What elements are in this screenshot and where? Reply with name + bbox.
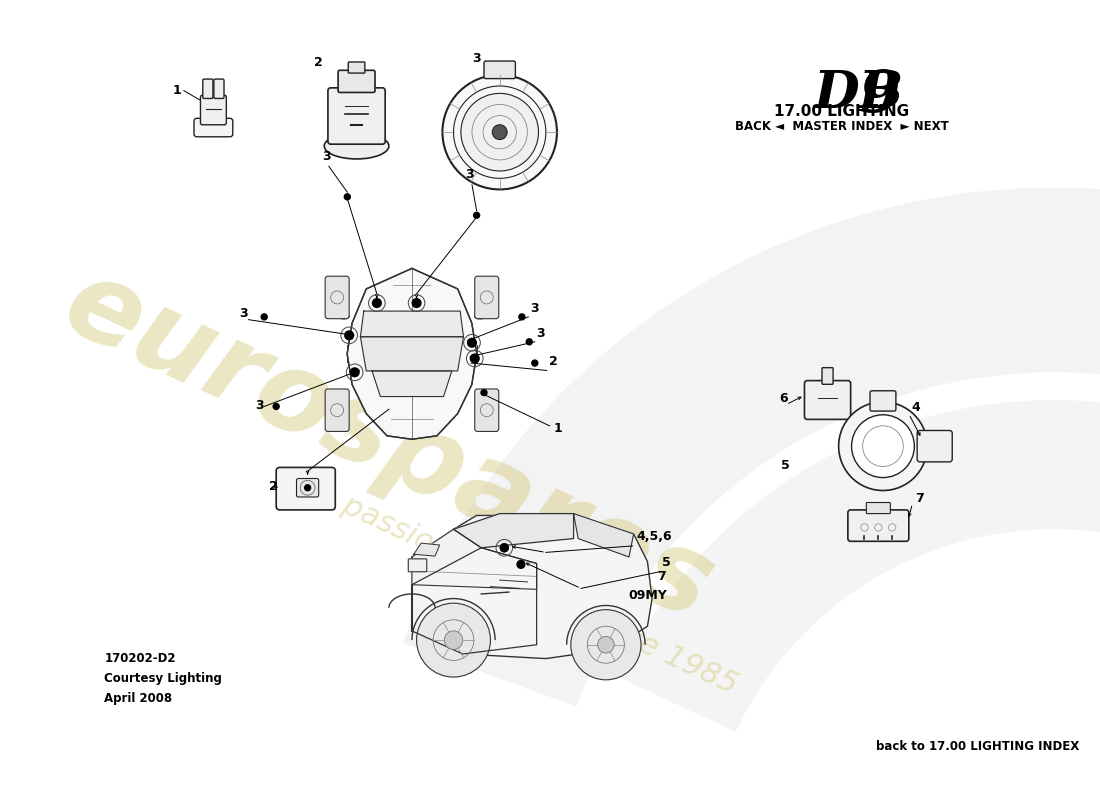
FancyBboxPatch shape <box>349 62 365 73</box>
Text: 17.00 LIGHTING: 17.00 LIGHTING <box>773 105 909 119</box>
Circle shape <box>481 389 487 396</box>
Text: 3: 3 <box>472 52 481 65</box>
Circle shape <box>261 313 268 321</box>
Text: 7: 7 <box>657 570 665 583</box>
Text: 2: 2 <box>315 57 323 70</box>
Text: 4,5,6: 4,5,6 <box>637 530 672 543</box>
Circle shape <box>526 338 532 346</box>
Text: 3: 3 <box>322 150 331 163</box>
Circle shape <box>851 414 914 478</box>
Polygon shape <box>573 514 634 557</box>
Polygon shape <box>348 268 476 439</box>
Ellipse shape <box>324 133 389 159</box>
Circle shape <box>461 94 539 171</box>
Text: 1: 1 <box>553 422 562 435</box>
Circle shape <box>493 125 507 139</box>
FancyBboxPatch shape <box>276 467 336 510</box>
Text: 1: 1 <box>172 84 180 97</box>
Polygon shape <box>618 400 1100 732</box>
FancyBboxPatch shape <box>867 502 890 514</box>
Text: a passion for parts since 1985: a passion for parts since 1985 <box>312 478 742 700</box>
Polygon shape <box>361 337 463 371</box>
Text: 7: 7 <box>915 491 924 505</box>
Polygon shape <box>414 543 440 556</box>
Ellipse shape <box>474 314 486 319</box>
Circle shape <box>470 354 480 363</box>
Circle shape <box>597 637 614 653</box>
FancyBboxPatch shape <box>328 88 385 144</box>
Polygon shape <box>412 515 652 658</box>
FancyBboxPatch shape <box>326 276 349 318</box>
Circle shape <box>516 560 526 569</box>
FancyBboxPatch shape <box>194 118 233 137</box>
Circle shape <box>344 330 354 341</box>
FancyBboxPatch shape <box>870 390 895 411</box>
Text: 5: 5 <box>662 556 671 570</box>
FancyBboxPatch shape <box>848 510 909 542</box>
FancyBboxPatch shape <box>202 79 213 98</box>
Polygon shape <box>412 548 537 654</box>
Circle shape <box>499 543 509 552</box>
Text: 2: 2 <box>268 479 277 493</box>
Text: DB: DB <box>814 67 904 118</box>
Circle shape <box>442 75 557 190</box>
Circle shape <box>343 193 351 201</box>
Circle shape <box>411 298 421 308</box>
Polygon shape <box>372 371 452 397</box>
Circle shape <box>417 603 491 677</box>
FancyBboxPatch shape <box>338 70 375 93</box>
Ellipse shape <box>339 314 350 319</box>
FancyBboxPatch shape <box>475 389 498 431</box>
Text: back to 17.00 LIGHTING INDEX: back to 17.00 LIGHTING INDEX <box>877 740 1080 753</box>
Text: 3: 3 <box>240 307 248 320</box>
Polygon shape <box>453 514 573 548</box>
Text: 3: 3 <box>255 399 264 412</box>
Circle shape <box>473 211 481 219</box>
Circle shape <box>372 298 382 308</box>
FancyBboxPatch shape <box>804 381 850 419</box>
Circle shape <box>304 484 311 491</box>
FancyBboxPatch shape <box>822 368 833 384</box>
Text: 3: 3 <box>465 168 474 182</box>
Circle shape <box>499 543 509 552</box>
Text: 9: 9 <box>860 67 901 124</box>
Text: 170202-D2
Courtesy Lighting
April 2008: 170202-D2 Courtesy Lighting April 2008 <box>104 652 222 705</box>
FancyBboxPatch shape <box>213 79 224 98</box>
Polygon shape <box>412 530 537 590</box>
FancyBboxPatch shape <box>917 430 953 462</box>
FancyBboxPatch shape <box>484 61 516 78</box>
FancyBboxPatch shape <box>297 478 319 497</box>
Text: 09MY: 09MY <box>628 589 667 602</box>
Text: 6: 6 <box>780 392 789 405</box>
Circle shape <box>571 610 641 680</box>
FancyBboxPatch shape <box>326 389 349 431</box>
Text: BACK ◄  MASTER INDEX  ► NEXT: BACK ◄ MASTER INDEX ► NEXT <box>735 120 948 133</box>
Text: eurospares: eurospares <box>48 250 729 643</box>
Circle shape <box>466 338 477 348</box>
FancyBboxPatch shape <box>475 276 498 318</box>
Circle shape <box>273 402 279 410</box>
Circle shape <box>518 313 526 321</box>
Circle shape <box>838 402 927 490</box>
Text: 4: 4 <box>912 401 921 414</box>
Text: 5: 5 <box>781 459 790 472</box>
Polygon shape <box>403 187 1100 706</box>
Text: 3: 3 <box>537 327 546 340</box>
Circle shape <box>444 631 463 650</box>
FancyBboxPatch shape <box>408 559 427 572</box>
Polygon shape <box>361 311 463 337</box>
FancyBboxPatch shape <box>200 95 227 125</box>
Circle shape <box>350 367 360 378</box>
Text: 3: 3 <box>530 302 539 315</box>
Text: 2: 2 <box>549 355 558 368</box>
Circle shape <box>531 359 539 366</box>
